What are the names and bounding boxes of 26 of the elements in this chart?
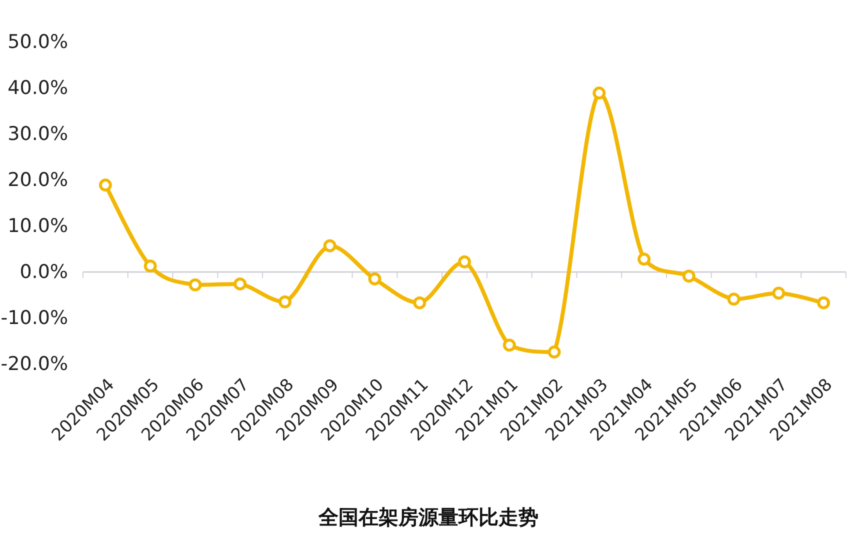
y-tick-label: -10.0% — [0, 307, 68, 329]
y-tick-label: 40.0% — [8, 77, 68, 99]
point — [188, 278, 202, 292]
point — [682, 270, 696, 283]
point — [234, 277, 247, 290]
point — [548, 346, 561, 359]
point — [772, 286, 786, 300]
point — [413, 296, 426, 310]
y-tick-label: 20.0% — [8, 169, 68, 191]
point — [727, 292, 740, 306]
y-tick-label: 10.0% — [8, 215, 68, 237]
y-tick-label: 30.0% — [8, 123, 68, 145]
y-tick-label: 0.0% — [20, 261, 68, 283]
point — [368, 272, 382, 286]
point — [98, 178, 112, 192]
point — [323, 239, 336, 252]
point — [144, 260, 157, 273]
point — [278, 295, 292, 308]
y-tick-label: -20.0% — [0, 353, 68, 375]
y-tick-label: 50.0% — [8, 31, 68, 53]
point — [502, 338, 516, 352]
point — [458, 255, 471, 268]
text: 全国在架房源量环比走势 — [318, 505, 538, 529]
point — [638, 252, 651, 266]
point — [817, 296, 830, 310]
point — [592, 86, 606, 100]
